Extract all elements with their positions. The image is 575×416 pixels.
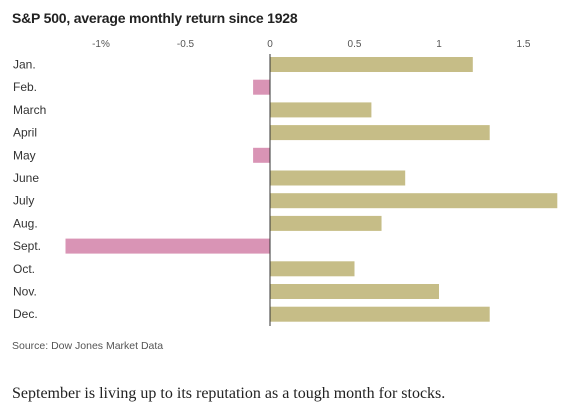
bar-feb — [253, 79, 270, 95]
x-tick-label: -0.5 — [177, 39, 195, 50]
category-label: May — [13, 148, 36, 162]
x-tick-label: -1% — [92, 39, 110, 50]
bar-sept — [65, 238, 270, 254]
bars — [65, 57, 558, 322]
category-label: Nov. — [13, 285, 37, 299]
x-tick-label: 1 — [436, 39, 442, 50]
category-label: Dec. — [13, 307, 38, 321]
x-tick-label: 1.5 — [517, 39, 531, 50]
category-label: Feb. — [13, 80, 37, 94]
bar-aug — [270, 215, 382, 231]
bar-oct — [270, 261, 355, 277]
category-label: July — [13, 194, 34, 208]
bar-march — [270, 102, 372, 118]
bar-july — [270, 193, 558, 209]
bar-april — [270, 125, 490, 141]
category-labels: Jan. Feb. March April May June July Aug. Sept. Oc… — [13, 58, 46, 322]
bar-jan — [270, 57, 473, 72]
category-label: Oct. — [13, 262, 35, 276]
category-label: Aug. — [13, 216, 38, 230]
category-label: March — [13, 103, 46, 117]
chart-title: S&P 500, average monthly return since 19… — [12, 10, 298, 26]
bar-may — [253, 147, 270, 163]
bar-chart: -1% -0.5 0 0.5 1 1.5 Jan. Feb. March April May Jun… — [13, 39, 558, 326]
x-tick-label: 0 — [267, 39, 273, 50]
category-label: April — [13, 126, 37, 140]
article-caption: September is living up to its reputation… — [12, 385, 446, 402]
bar-dec — [270, 306, 490, 322]
bar-nov — [270, 284, 439, 299]
bar-june — [270, 170, 406, 186]
x-axis-ticks: -1% -0.5 0 0.5 1 1.5 — [92, 39, 531, 50]
category-label: June — [13, 171, 39, 185]
x-tick-label: 0.5 — [348, 39, 362, 50]
category-label: Sept. — [13, 239, 41, 253]
category-label: Jan. — [13, 58, 36, 72]
source-note: Source: Dow Jones Market Data — [12, 340, 164, 352]
